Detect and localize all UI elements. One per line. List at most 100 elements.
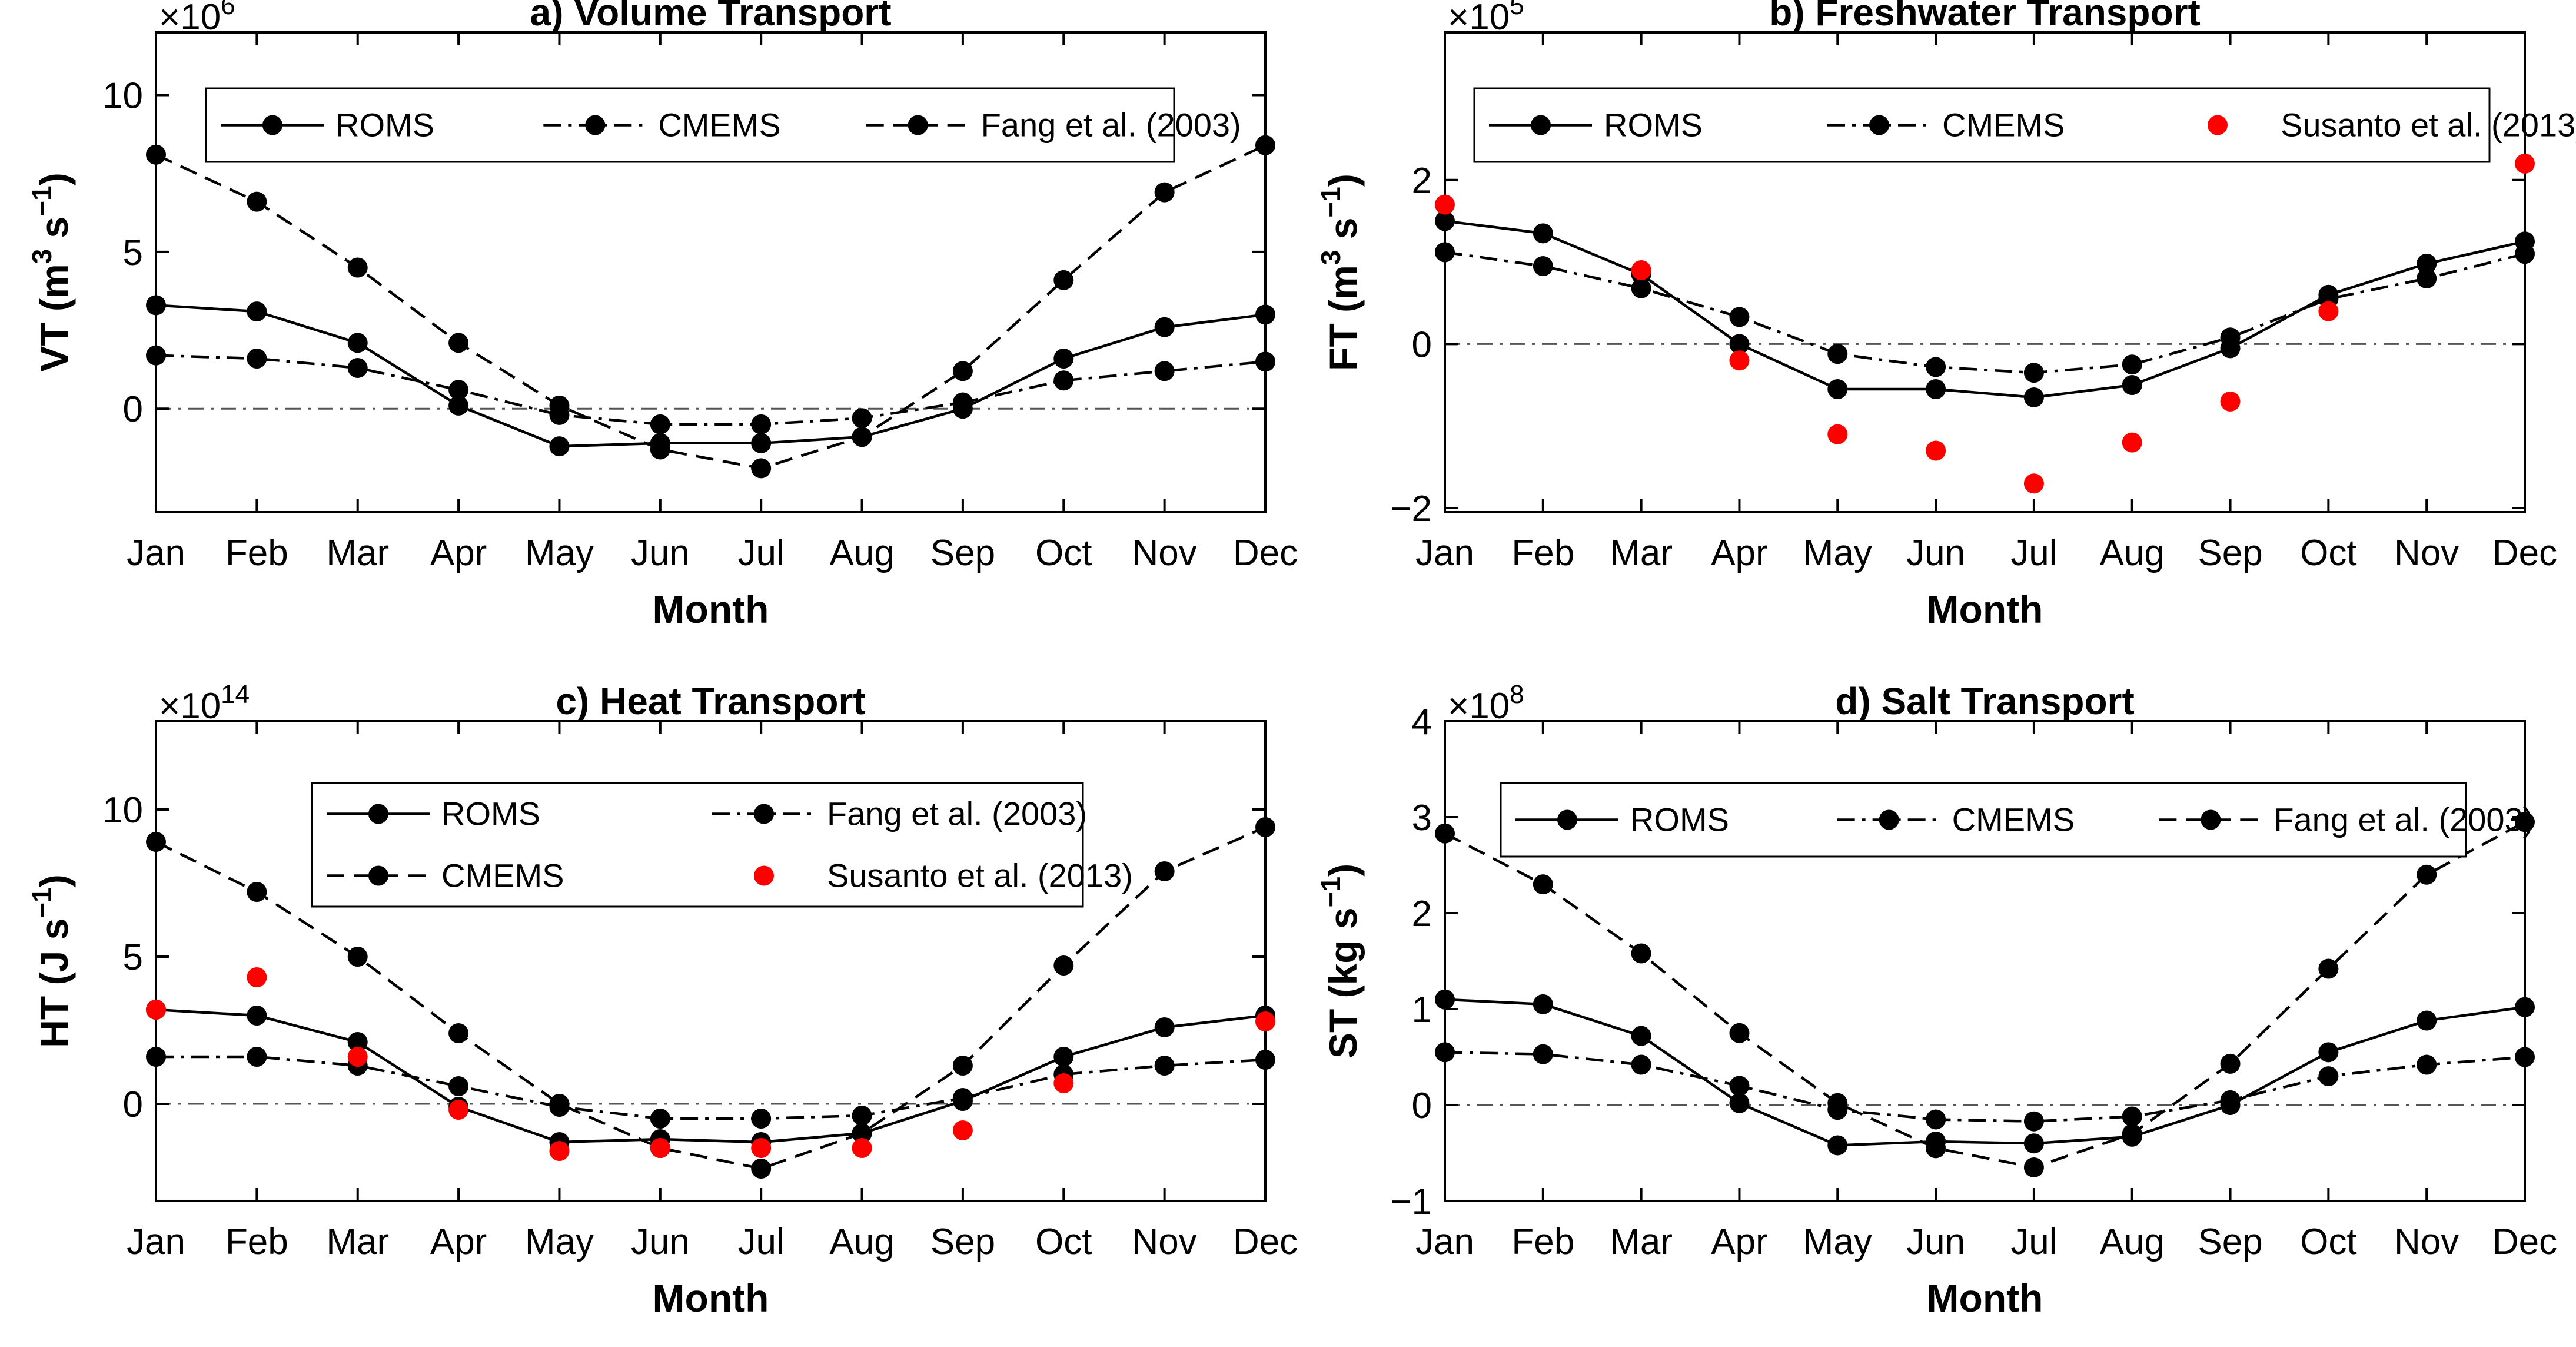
data-point xyxy=(1435,194,1455,215)
x-tick-label: Apr xyxy=(1711,1222,1767,1262)
data-point xyxy=(2515,1047,2535,1067)
data-point xyxy=(347,1032,368,1052)
data-point xyxy=(2220,1090,2241,1110)
x-tick-label: Nov xyxy=(1132,1222,1197,1262)
data-point xyxy=(1255,135,1275,155)
data-point xyxy=(1255,1050,1275,1070)
y-tick-label: 10 xyxy=(102,76,143,117)
series-line xyxy=(1444,1051,2525,1123)
legend-entry: Susanto et al. (2013) xyxy=(754,857,1133,894)
x-tick-label: Feb xyxy=(225,533,288,573)
data-point xyxy=(1729,350,1750,371)
legend-marker xyxy=(2208,115,2228,135)
data-point xyxy=(2023,1111,2044,1132)
data-point xyxy=(852,1106,872,1126)
data-point xyxy=(247,1006,267,1026)
series-susanto-et-al-2013- xyxy=(1435,137,2535,494)
data-point xyxy=(1729,334,1750,354)
data-point xyxy=(247,191,267,212)
legend-box xyxy=(311,782,1084,908)
data-point xyxy=(146,1047,166,1067)
data-point xyxy=(751,433,772,453)
y-axis-label: ST (kg s−1) xyxy=(1315,864,1365,1059)
series-cmems xyxy=(146,345,1275,434)
data-point xyxy=(2417,268,2437,288)
y-axis-label: VT (m3 s−1) xyxy=(26,172,76,371)
data-point xyxy=(146,832,166,852)
x-tick-label: Oct xyxy=(1035,1222,1092,1262)
data-point xyxy=(1154,1056,1175,1076)
data-point xyxy=(448,1100,469,1120)
data-point xyxy=(2318,1066,2339,1087)
data-point xyxy=(448,333,469,353)
legend-marker xyxy=(1869,115,1889,135)
data-point xyxy=(2515,244,2535,264)
panel-d: Jan Feb Mar Apr May Jun Jul Aug Sep Oct Nov Dec −1 0 1… xyxy=(1315,680,2557,1320)
legend-entry: ROMS xyxy=(327,795,540,832)
data-point xyxy=(1533,874,1553,895)
data-point xyxy=(1533,994,1553,1014)
data-point xyxy=(852,1123,872,1143)
data-point xyxy=(1827,1135,1848,1156)
data-point xyxy=(2515,153,2535,174)
legend-entry: CMEMS xyxy=(1827,107,2065,144)
legend-marker xyxy=(754,804,774,824)
data-point xyxy=(2220,1053,2241,1074)
x-tick-label: Apr xyxy=(1711,533,1767,573)
y-tick-label: 5 xyxy=(123,233,143,273)
series-line xyxy=(156,1055,1266,1120)
series-line xyxy=(155,354,1266,426)
y-exponent-label: ×1014 xyxy=(159,680,250,726)
data-point xyxy=(1631,943,1651,964)
x-tick-label: Sep xyxy=(2198,533,2262,573)
data-point xyxy=(2515,997,2535,1017)
data-point xyxy=(1926,440,1946,461)
legend-label: Susanto et al. (2013) xyxy=(2281,107,2576,144)
y-tick-label: 5 xyxy=(123,937,143,978)
x-tick-label: Feb xyxy=(1511,533,1574,573)
data-point xyxy=(247,967,267,987)
plot-frame xyxy=(155,720,1267,1202)
x-tick-label: Mar xyxy=(326,533,389,573)
x-tick-label: Mar xyxy=(326,1222,389,1262)
x-tick-label: Jan xyxy=(127,533,185,573)
y-tick-label: 0 xyxy=(123,389,143,430)
x-tick-label: Aug xyxy=(829,533,894,573)
x-tick-label: Jun xyxy=(631,1222,690,1262)
data-point xyxy=(1053,955,1074,976)
x-tick-label: Jul xyxy=(738,533,785,573)
x-tick-label: Dec xyxy=(2492,533,2557,573)
data-point xyxy=(347,357,368,378)
data-point xyxy=(852,427,872,447)
legend-box xyxy=(1500,782,2467,858)
x-tick-label: May xyxy=(1803,1222,1872,1262)
legend-marker xyxy=(1879,809,1899,830)
data-point xyxy=(448,380,469,400)
legend-label: Susanto et al. (2013) xyxy=(827,857,1133,894)
legend-marker xyxy=(585,115,606,135)
data-point xyxy=(1926,1138,1946,1159)
series-roms xyxy=(1435,211,2535,407)
data-point xyxy=(1631,1026,1651,1046)
data-point xyxy=(448,1023,469,1043)
y-tick-label: 2 xyxy=(1412,161,1432,201)
data-point xyxy=(952,361,973,381)
data-point xyxy=(650,1138,670,1158)
data-point xyxy=(650,439,670,460)
data-point xyxy=(1533,256,1553,277)
y-tick-label: 3 xyxy=(1412,798,1432,838)
data-point xyxy=(146,295,166,316)
data-point xyxy=(1255,817,1275,837)
data-point xyxy=(2122,1123,2142,1144)
x-tick-label: Feb xyxy=(225,1222,288,1262)
data-point xyxy=(751,458,772,479)
series-susanto-et-al-2013- xyxy=(146,967,1275,1161)
x-tick-label: May xyxy=(525,1222,594,1262)
series-fang-et-al-2003- xyxy=(146,135,1275,479)
data-point xyxy=(952,1056,973,1076)
x-tick-label: Jul xyxy=(738,1222,785,1262)
data-point xyxy=(1154,1017,1175,1037)
panel-a: Jan Feb Mar Apr May Jun Jul Aug Sep Oct Nov Dec 0 5 10… xyxy=(26,0,1298,631)
data-point xyxy=(1729,1093,1750,1113)
x-tick-label: Oct xyxy=(1035,533,1092,573)
